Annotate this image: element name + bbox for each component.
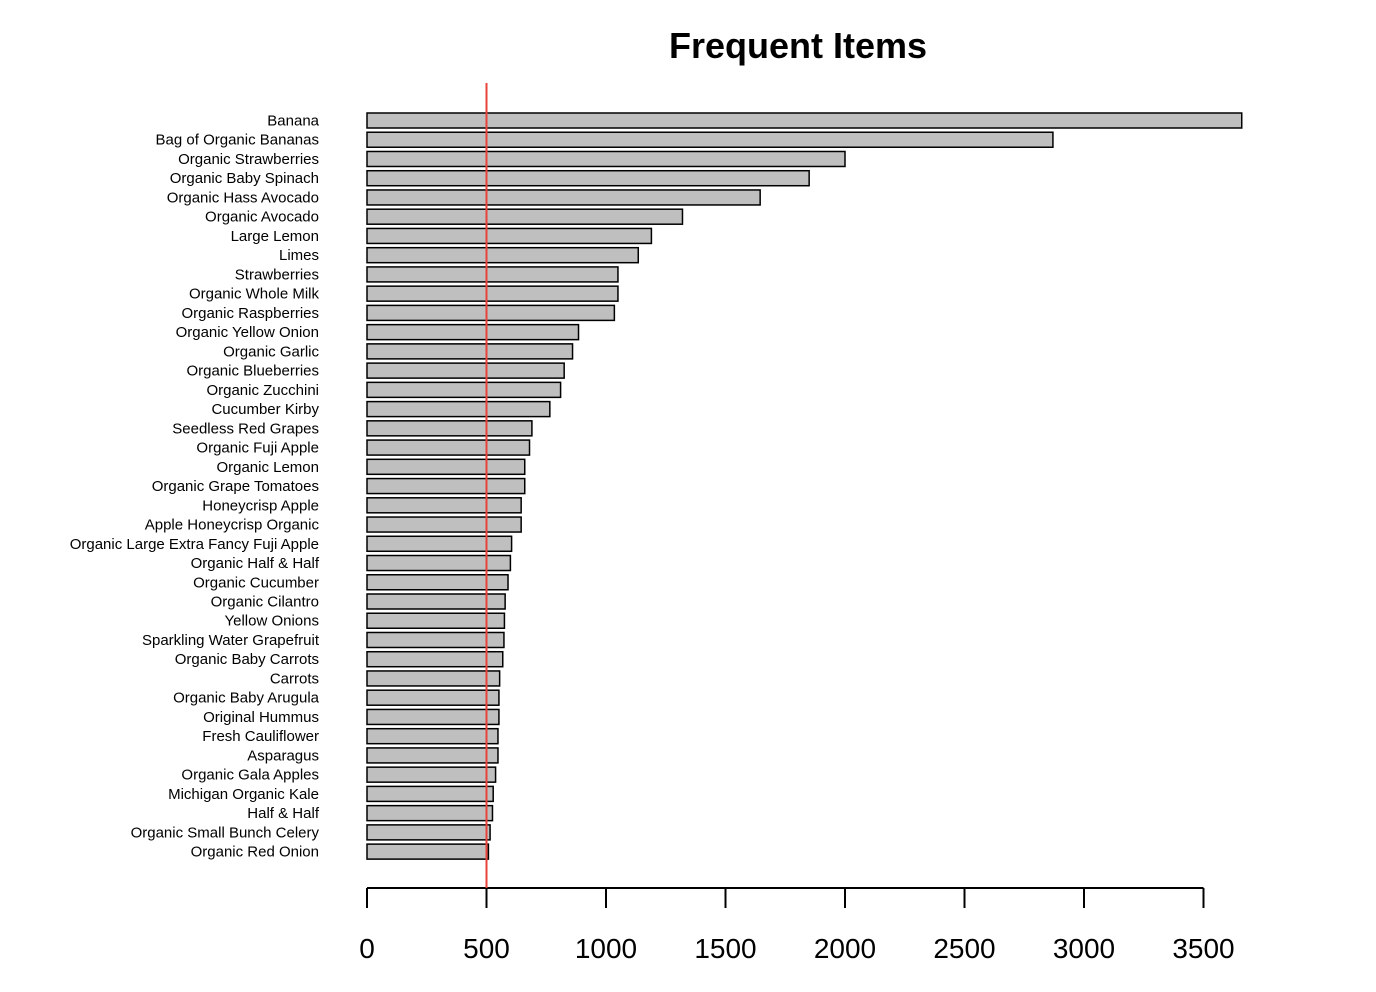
bar <box>366 593 506 610</box>
bar <box>366 843 490 860</box>
bar <box>366 266 619 283</box>
bar <box>366 477 526 495</box>
category-label: Organic Fuji Apple <box>196 440 319 457</box>
category-labels-group: Banana Bag of Organic Bananas Organic Stra… <box>70 113 320 861</box>
bar <box>366 824 491 841</box>
category-label: Asparagus <box>247 747 319 764</box>
bar <box>366 554 512 572</box>
bar <box>366 458 526 476</box>
bar <box>366 727 499 745</box>
category-label: Organic Baby Carrots <box>175 651 319 668</box>
category-label: Organic Small Bunch Celery <box>131 824 320 841</box>
bar <box>366 189 761 206</box>
bar <box>366 516 522 533</box>
bar <box>366 400 551 418</box>
category-label: Yellow Onions <box>224 613 319 630</box>
category-label: Michigan Organic Kale <box>168 786 319 803</box>
bar <box>366 689 500 706</box>
bar <box>366 246 640 264</box>
category-label: Organic Strawberries <box>178 151 319 168</box>
chart-title: Frequent Items <box>669 25 927 66</box>
category-label: Organic Baby Arugula <box>173 690 320 707</box>
bar <box>366 804 494 822</box>
bar <box>366 747 499 764</box>
bar <box>366 785 494 803</box>
x-axis: 0 500 1000 1500 2000 2500 3000 3500 <box>359 887 1235 964</box>
category-label: Cucumber Kirby <box>211 401 319 418</box>
category-label: Organic Zucchini <box>206 382 319 399</box>
category-label: Organic Baby Spinach <box>170 170 319 187</box>
x-tick-label: 3500 <box>1172 933 1234 964</box>
x-tick-label: 500 <box>463 933 510 964</box>
bar <box>366 650 504 668</box>
category-label: Organic Blueberries <box>186 363 319 380</box>
bar <box>366 323 580 341</box>
bar <box>366 112 1243 129</box>
bar <box>366 227 653 245</box>
category-label: Organic Whole Milk <box>189 286 320 303</box>
bar <box>366 439 531 456</box>
x-tick-label: 0 <box>359 933 375 964</box>
category-label: Organic Raspberries <box>181 305 319 322</box>
bar <box>366 150 846 168</box>
category-label: Apple Honeycrisp Organic <box>145 517 320 534</box>
x-tick-label: 2000 <box>814 933 876 964</box>
category-label: Original Hummus <box>203 709 319 726</box>
x-tick-label: 2500 <box>933 933 995 964</box>
bars-group <box>366 112 1243 860</box>
bar <box>366 535 513 553</box>
bar <box>366 497 522 514</box>
category-label: Organic Cucumber <box>193 574 319 591</box>
category-label: Organic Lemon <box>216 459 319 476</box>
category-label: Organic Red Onion <box>191 844 319 861</box>
x-tick-label: 3000 <box>1053 933 1115 964</box>
category-label: Organic Garlic <box>223 343 319 360</box>
category-label: Organic Yellow Onion <box>176 324 319 341</box>
bar <box>366 362 565 379</box>
bar <box>366 574 509 591</box>
category-label: Half & Half <box>247 805 320 822</box>
bar <box>366 708 500 726</box>
category-label: Organic Half & Half <box>191 555 320 572</box>
category-label: Carrots <box>270 670 319 687</box>
category-label: Organic Avocado <box>205 209 319 226</box>
bar <box>366 343 574 360</box>
category-label: Banana <box>267 113 319 130</box>
category-label: Organic Large Extra Fancy Fuji Apple <box>70 536 319 553</box>
bar <box>366 612 506 629</box>
category-label: Large Lemon <box>231 228 319 245</box>
bar <box>366 766 497 783</box>
category-label: Fresh Cauliflower <box>202 728 319 745</box>
bar <box>366 169 810 187</box>
bar <box>366 208 684 225</box>
category-label: Bag of Organic Bananas <box>156 132 319 149</box>
category-label: Seedless Red Grapes <box>172 420 319 437</box>
category-label: Honeycrisp Apple <box>202 497 319 514</box>
category-label: Limes <box>279 247 319 264</box>
category-label: Organic Cilantro <box>211 594 319 611</box>
bar <box>366 304 616 322</box>
category-label: Sparkling Water Grapefruit <box>142 632 320 649</box>
bar <box>366 131 1054 148</box>
x-tick-label: 1000 <box>575 933 637 964</box>
x-tick-label: 1500 <box>694 933 756 964</box>
bar <box>366 631 505 649</box>
bar <box>366 670 501 687</box>
bar <box>366 420 533 437</box>
category-label: Organic Grape Tomatoes <box>152 478 319 495</box>
category-label: Organic Hass Avocado <box>167 189 319 206</box>
bar <box>366 381 562 399</box>
category-label: Strawberries <box>235 266 319 283</box>
category-label: Organic Gala Apples <box>181 767 319 784</box>
bar <box>366 285 619 302</box>
